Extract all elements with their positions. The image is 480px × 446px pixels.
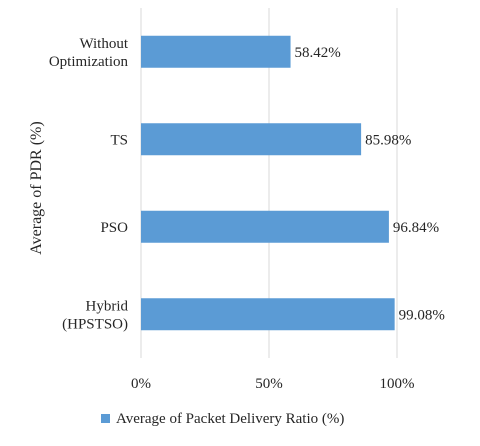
category-label: Hybrid — [86, 298, 129, 314]
x-tick-label: 0% — [131, 376, 151, 392]
category-label: Optimization — [49, 54, 129, 70]
y-axis-title: Average of PDR (%) — [28, 121, 45, 254]
category-labels: Without Optimization TS PSO Hybrid (HPSTSO) — [49, 36, 129, 333]
bar — [141, 210, 389, 243]
category-label: (HPSTSO) — [62, 316, 128, 332]
category-label: TS — [110, 132, 128, 148]
bar — [141, 35, 291, 68]
data-label: 96.84% — [393, 220, 439, 236]
legend-label: Average of Packet Delivery Ratio (%) — [116, 411, 344, 427]
legend: Average of Packet Delivery Ratio (%) — [101, 411, 344, 427]
data-label: 58.42% — [295, 45, 341, 61]
category-label: PSO — [100, 220, 128, 236]
legend-swatch — [101, 414, 110, 423]
x-tick-label: 50% — [255, 376, 283, 392]
x-tick-labels: 0% 50% 100% — [131, 376, 415, 392]
category-label: Without — [79, 36, 128, 52]
data-label: 85.98% — [365, 132, 411, 148]
bar — [141, 123, 362, 156]
bar — [141, 298, 395, 331]
data-label: 99.08% — [399, 307, 445, 323]
data-labels: 58.42% 85.98% 96.84% 99.08% — [295, 45, 445, 324]
bars — [141, 35, 395, 331]
x-tick-label: 100% — [380, 376, 415, 392]
